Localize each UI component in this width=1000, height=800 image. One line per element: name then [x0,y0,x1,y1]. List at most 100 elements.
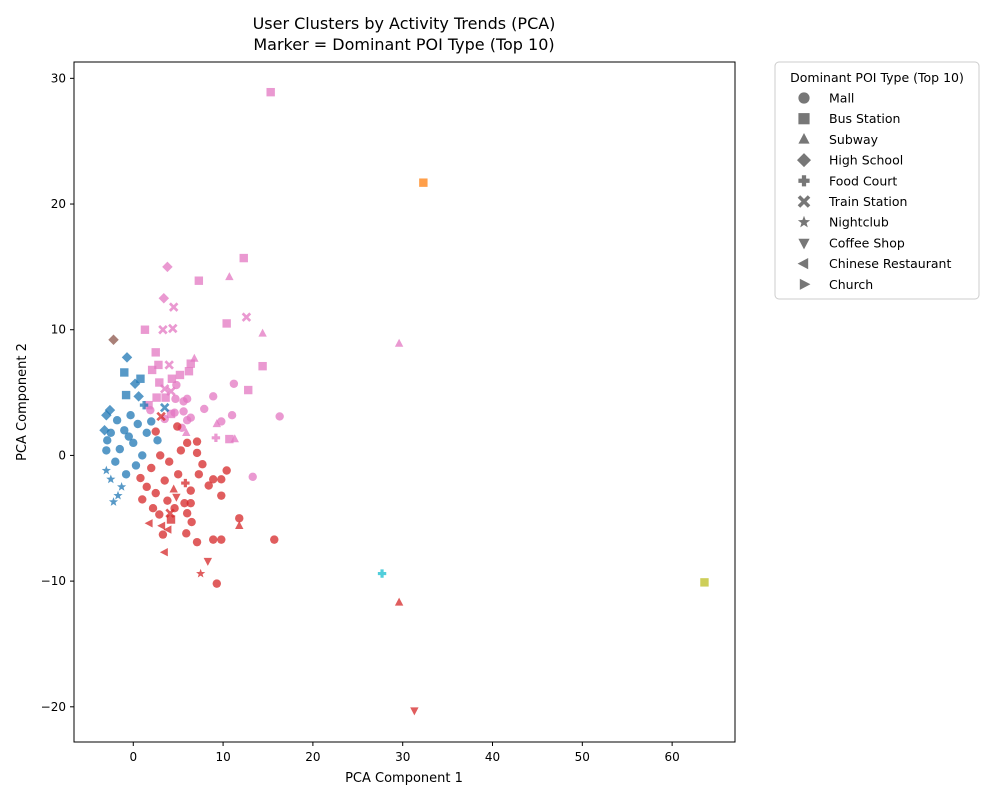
legend-label: Chinese Restaurant [829,256,951,271]
x-tick-label: 40 [485,750,500,764]
data-point-circle-134 [138,495,147,504]
x-tick-label: 10 [215,750,230,764]
plot-area-frame [73,61,736,743]
data-point-circle-125 [173,422,182,431]
x-tick-label: 50 [575,750,590,764]
y-tick-label: 10 [51,323,66,337]
data-point-star-72 [106,474,116,484]
data-point-triangle-up-54 [212,419,221,428]
y-tick-label: 0 [58,448,66,462]
data-point-triangle-up-9 [225,272,234,281]
x-tick-label: 0 [129,750,137,764]
legend-marker-triangle-down [798,238,810,250]
data-point-square-23 [154,360,163,370]
legend-label: Coffee Shop [829,235,905,250]
x-tick-label: 60 [664,750,679,764]
data-point-circle-93 [106,428,116,437]
data-point-x-144 [165,508,175,518]
data-point-circle-110 [182,509,192,518]
data-point-circle-88 [126,410,135,420]
data-point-square-30 [155,378,164,387]
data-point-square-6 [266,87,275,97]
x-tick-label: 30 [395,750,410,764]
data-point-circle-133 [173,470,183,479]
data-point-triangle-left-141 [163,525,172,534]
data-point-circle-137 [136,473,145,483]
x-axis-label: PCA Component 1 [345,771,463,786]
data-point-square-20 [151,348,160,357]
legend-label: Church [829,277,873,292]
legend-marker-square [798,113,810,125]
legend-title: Dominant POI Type (Top 10) [790,70,964,85]
legend-marker-circle [798,92,810,104]
legend-entry: Bus Station [798,111,900,126]
data-point-triangle-down-96 [203,557,213,566]
data-point-star-76 [117,482,127,491]
data-point-plus-2 [377,569,387,578]
legend-marker-diamond [797,153,811,168]
legend-label: Mall [829,91,854,106]
data-point-circle-86 [142,428,151,437]
data-point-circle-52 [182,416,192,425]
data-point-triangle-up-19 [394,338,404,347]
data-point-square-38 [161,393,170,402]
data-point-square-7 [239,253,248,263]
data-point-circle-135 [163,496,172,505]
data-point-circle-106 [187,517,196,527]
legend-label: Subway [829,132,879,147]
data-point-circle-87 [147,417,156,426]
data-point-square-14 [222,319,231,328]
chart-subtitle: Marker = Dominant POI Type (Top 10) [253,35,554,54]
data-point-square-26 [147,365,157,375]
data-point-circle-109 [155,510,164,519]
data-point-circle-136 [176,446,186,455]
data-point-circle-82 [115,444,125,454]
data-point-star-73 [108,497,119,506]
data-point-circle-107 [235,514,244,523]
legend-marker-x [797,195,811,208]
data-point-triangle-up-139 [169,484,178,493]
legend-entries: Mall Bus Station Subway High School Food Cou… [797,91,951,292]
legend-label: Nightclub [829,215,889,230]
data-point-square-47 [166,409,176,419]
data-point-triangle-left-97 [159,548,168,557]
data-point-square-22 [186,359,195,368]
data-point-circle-89 [112,416,122,425]
data-point-circle-101 [192,537,202,547]
legend-entry: Nightclub [797,215,889,230]
legend-label: Food Court [829,173,897,188]
data-point-circle-122 [192,448,202,458]
data-point-triangle-down-4 [410,707,419,716]
data-point-square-34 [244,385,253,395]
data-point-triangle-up-5 [394,597,404,606]
legend-marker-triangle-left [797,258,809,270]
data-point-square-0 [700,578,709,587]
data-point-square-17 [140,325,150,334]
data-point-circle-123 [192,437,202,446]
data-point-circle-112 [180,498,189,508]
data-point-circle-114 [217,491,226,500]
legend-entry: Coffee Shop [798,235,905,250]
data-point-circle-39 [171,394,180,404]
data-point-diamond-11 [158,293,170,304]
data-point-circle-116 [204,481,213,490]
data-point-square-108 [166,515,176,524]
y-tick-label: 20 [51,197,66,211]
data-point-x-15 [168,323,178,334]
y-axis-label: PCA Component 2 [15,343,30,461]
data-point-circle-128 [147,463,156,473]
data-point-circle-129 [160,476,169,485]
legend-entry: Subway [798,132,879,147]
data-point-circle-45 [179,407,188,416]
data-point-square-37 [152,393,161,402]
data-point-square-62 [120,368,129,377]
data-point-triangle-up-104 [235,520,244,529]
data-point-circle-83 [133,419,142,429]
data-point-circle-115 [186,486,195,495]
data-point-circle-43 [200,404,209,414]
data-point-x-16 [158,324,168,335]
data-point-triangle-up-59 [230,434,239,443]
data-point-circle-90 [131,461,141,470]
legend-marker-triangle-up [798,132,810,144]
data-point-square-25 [258,361,267,371]
